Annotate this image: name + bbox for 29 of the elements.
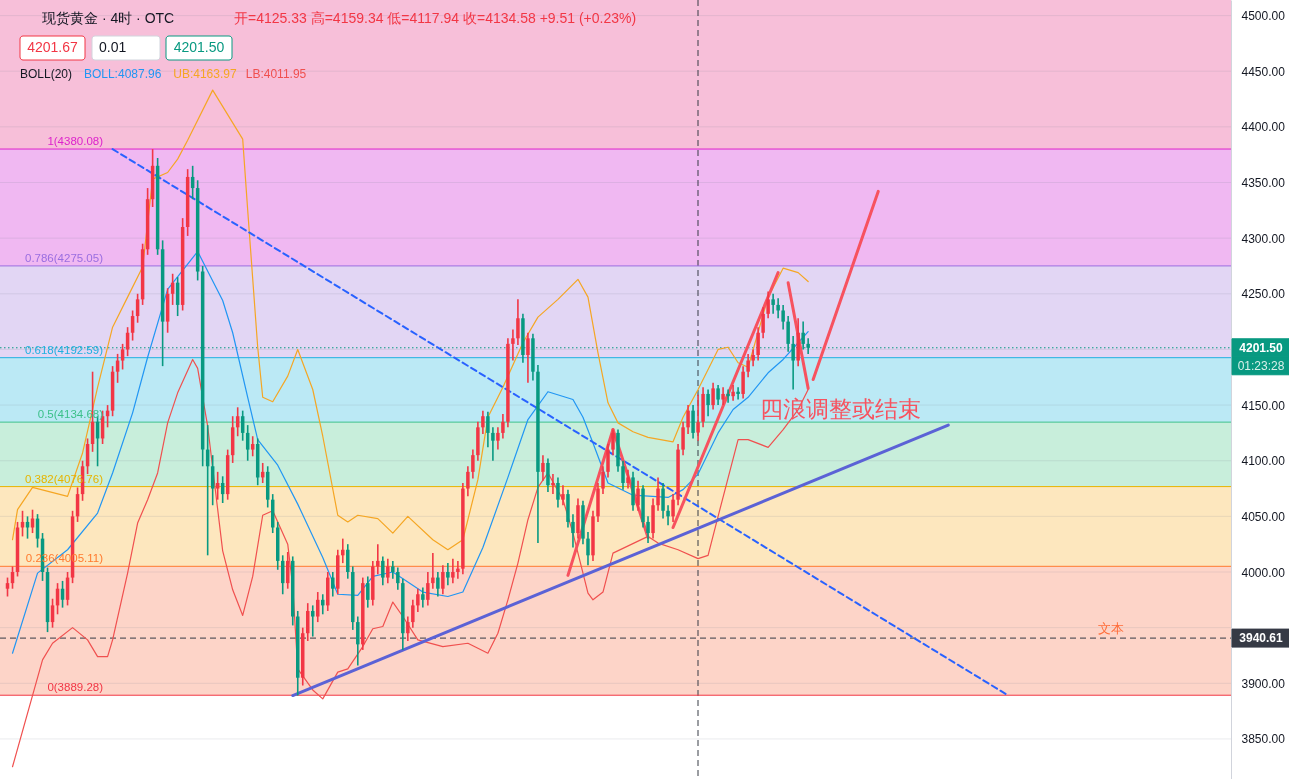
ref-line-label: 1(4380.08) (47, 135, 104, 148)
y-tick-label: 4350.00 (1241, 176, 1286, 191)
annotation: 4201.50 (173, 39, 225, 55)
y-tick-label: 4500.00 (1241, 9, 1286, 24)
annotation: 4201.67 (27, 39, 79, 55)
annotation: 0.01 (99, 39, 127, 55)
text: 开=4125.33 高=4159.34 低=4117.94 收=4134.58 +9.51 (+0.23%) (234, 10, 637, 26)
series-label: UB:4163.97 (173, 67, 237, 81)
y-tick-label: 4100.00 (1241, 454, 1286, 469)
ref-line-label: 4201.50 (1239, 340, 1284, 355)
y-tick-label: 4050.00 (1241, 509, 1286, 524)
annotation: 文本 (1098, 621, 1124, 636)
text: 现货黄金 · 4时 · OTC (42, 10, 175, 26)
ref-line-label: 0(3889.28) (47, 681, 104, 694)
text: BOLL:4087.96 (83, 67, 162, 81)
y-tick-label: 4400.00 (1241, 120, 1286, 135)
text: 01:23:28 (1237, 358, 1285, 373)
y-tick-label: 3900.00 (1241, 676, 1286, 691)
ref-line-label: 3940.61 (1239, 631, 1284, 646)
y-tick-label: 4250.00 (1241, 287, 1286, 302)
y-tick-label: 3850.00 (1241, 732, 1286, 747)
y-tick-label: 4450.00 (1241, 64, 1286, 79)
ref-line-label: 0.618(4192.59) (24, 343, 104, 356)
y-tick-label: 4300.00 (1241, 231, 1286, 246)
ref-line-label: 0.786(4275.05) (24, 251, 104, 264)
y-tick-label: 4150.00 (1241, 398, 1286, 413)
legend-title: BOLL(20) (20, 67, 73, 81)
y-tick-label: 4000.00 (1241, 565, 1286, 580)
text: LB:4011.95 (245, 67, 307, 81)
